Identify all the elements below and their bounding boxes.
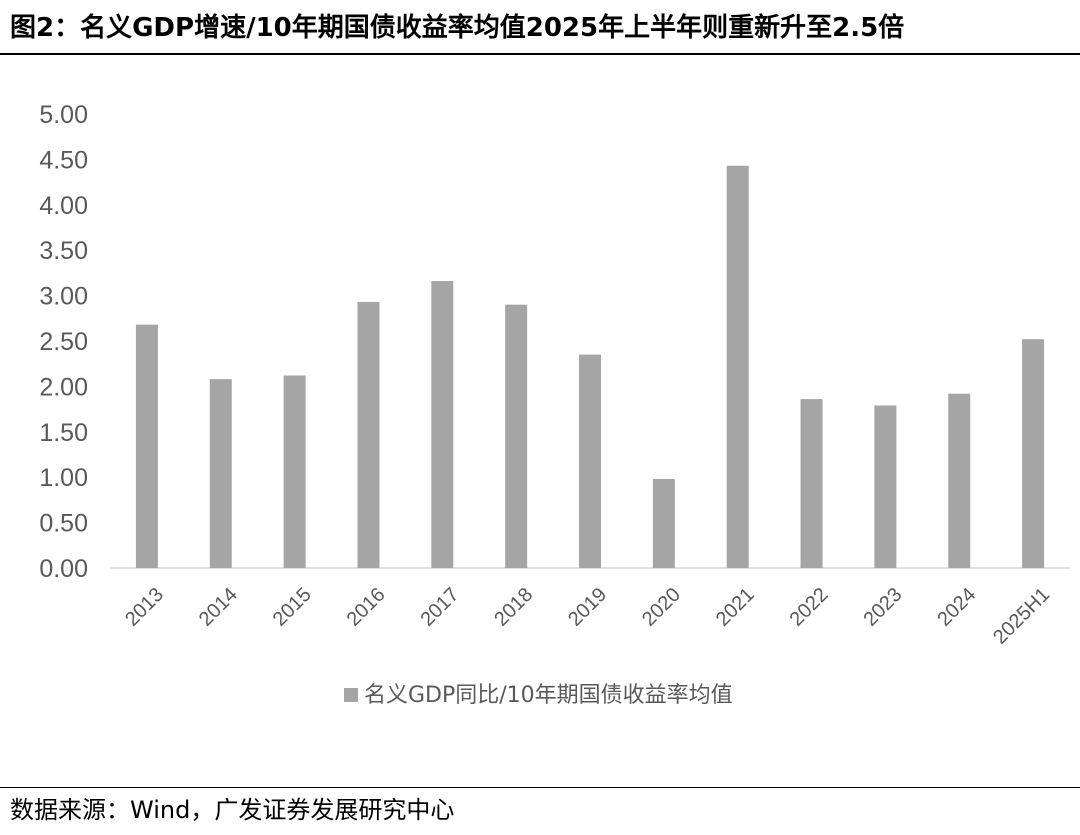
- y-tick-label: 5.00: [39, 101, 88, 129]
- legend: 名义GDP同比/10年期国债收益率均值: [344, 683, 733, 708]
- y-tick-label: 2.00: [39, 373, 88, 401]
- x-tick-label: 2022: [786, 584, 833, 631]
- bar-2019: [579, 354, 601, 568]
- x-tick-label: 2013: [121, 584, 168, 631]
- y-tick-label: 4.00: [39, 192, 88, 220]
- x-tick-label: 2017: [416, 584, 463, 631]
- x-axis: 2013 2014 2015 2016 2017 2018 2019 2020 2021 2022…: [121, 584, 1054, 649]
- x-tick-label: 2020: [638, 584, 685, 631]
- bar-2023: [874, 405, 897, 568]
- y-tick-label: 4.50: [39, 146, 88, 174]
- y-tick-label: 3.00: [39, 283, 88, 311]
- bar-2021: [726, 165, 749, 569]
- y-tick-label: 3.50: [39, 237, 88, 265]
- footer-divider: [0, 787, 1080, 788]
- x-tick-label: 2016: [343, 584, 390, 631]
- bar-chart: 0.00 0.50 1.00 1.50 2.00 2.50 3.00 3.50 4.00 4.50…: [39, 101, 1070, 708]
- bar-2025h1: [1022, 339, 1045, 568]
- y-tick-label: 2.50: [39, 328, 88, 356]
- figure-title: 图2：名义GDP增速/10年期国债收益率均值2025年上半年则重新升至2.5倍: [10, 13, 905, 43]
- x-tick-label: 2018: [490, 584, 537, 631]
- legend-swatch: [344, 688, 358, 702]
- bar-2017: [431, 281, 454, 568]
- x-tick-label: 2025H1: [989, 584, 1054, 649]
- bar-2014: [209, 379, 232, 568]
- title-divider: [0, 53, 1080, 55]
- x-tick-label: 2023: [860, 584, 907, 631]
- x-tick-label: 2015: [269, 584, 316, 631]
- bar-2015: [283, 375, 306, 568]
- y-tick-label: 0.50: [39, 510, 88, 538]
- bar-series: [135, 165, 1045, 569]
- bar-2024: [948, 393, 971, 568]
- y-tick-label: 1.00: [39, 464, 88, 492]
- x-tick-label: 2024: [933, 584, 980, 631]
- bar-2013: [135, 324, 158, 568]
- x-tick-label: 2014: [195, 584, 242, 631]
- bar-2016: [357, 301, 380, 568]
- x-tick-label: 2021: [712, 584, 759, 631]
- y-tick-label: 1.50: [39, 419, 88, 447]
- y-axis: 0.00 0.50 1.00 1.50 2.00 2.50 3.00 3.50 4.00 4.50…: [39, 101, 88, 583]
- bar-2022: [800, 399, 823, 568]
- bar-2018: [505, 304, 528, 568]
- x-tick-label: 2019: [564, 584, 611, 631]
- bar-2020: [652, 479, 675, 568]
- legend-label: 名义GDP同比/10年期国债收益率均值: [364, 683, 733, 708]
- y-tick-label: 0.00: [39, 555, 88, 583]
- source-note: 数据来源：Wind，广发证券发展研究中心: [10, 796, 455, 824]
